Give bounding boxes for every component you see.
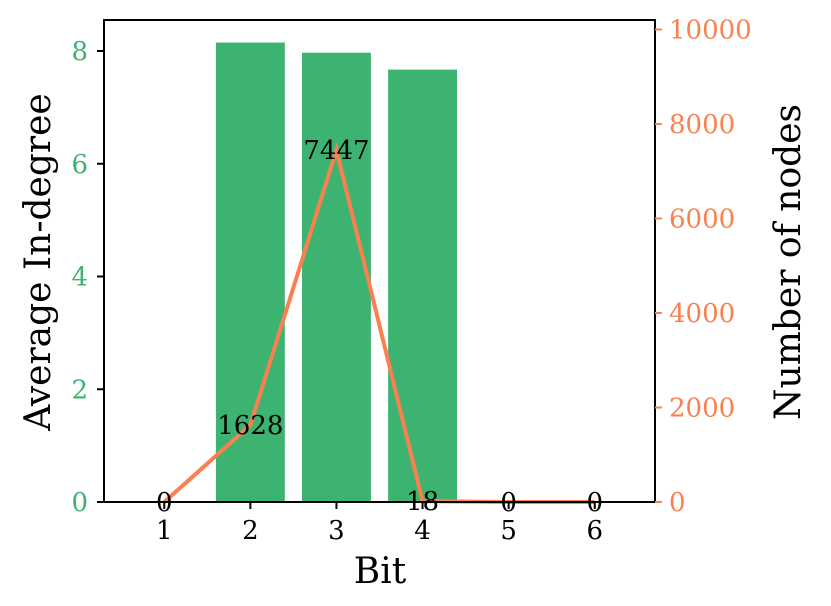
right-tick-label: 10000 — [669, 15, 752, 45]
left-tick-label: 0 — [71, 488, 88, 518]
bars-layer — [215, 42, 457, 503]
x-tick-label: 3 — [328, 516, 345, 546]
data-label-2: 1628 — [217, 411, 283, 441]
left-tick-label: 2 — [71, 375, 88, 405]
right-tick-label: 0 — [669, 488, 686, 518]
x-tick-label: 6 — [586, 516, 603, 546]
right-tick-label: 8000 — [669, 110, 735, 140]
left-tick-label: 4 — [71, 263, 88, 293]
right-tick-label: 6000 — [669, 204, 735, 234]
right-tick-label: 2000 — [669, 393, 735, 423]
right-tick-label: 4000 — [669, 299, 735, 329]
x-tick-label: 2 — [242, 516, 259, 546]
left-y-axis-label: Average In-degree — [18, 93, 59, 431]
axes-layer: 0 2 4 6 8 0 2000 4000 6000 8000 10000 1 2 3 4 5 6 — [71, 15, 751, 546]
plot-frame — [103, 19, 656, 503]
bar-3 — [302, 52, 371, 502]
x-tick-label: 4 — [414, 516, 431, 546]
x-tick-label: 1 — [156, 516, 173, 546]
left-tick-label: 6 — [71, 150, 88, 180]
bar-4 — [388, 69, 457, 503]
data-label-3: 7447 — [303, 136, 369, 166]
right-y-axis-label: Number of nodes — [768, 104, 809, 420]
x-axis-label: Bit — [354, 551, 407, 592]
x-tick-label: 5 — [500, 516, 517, 546]
left-tick-label: 8 — [71, 37, 88, 67]
